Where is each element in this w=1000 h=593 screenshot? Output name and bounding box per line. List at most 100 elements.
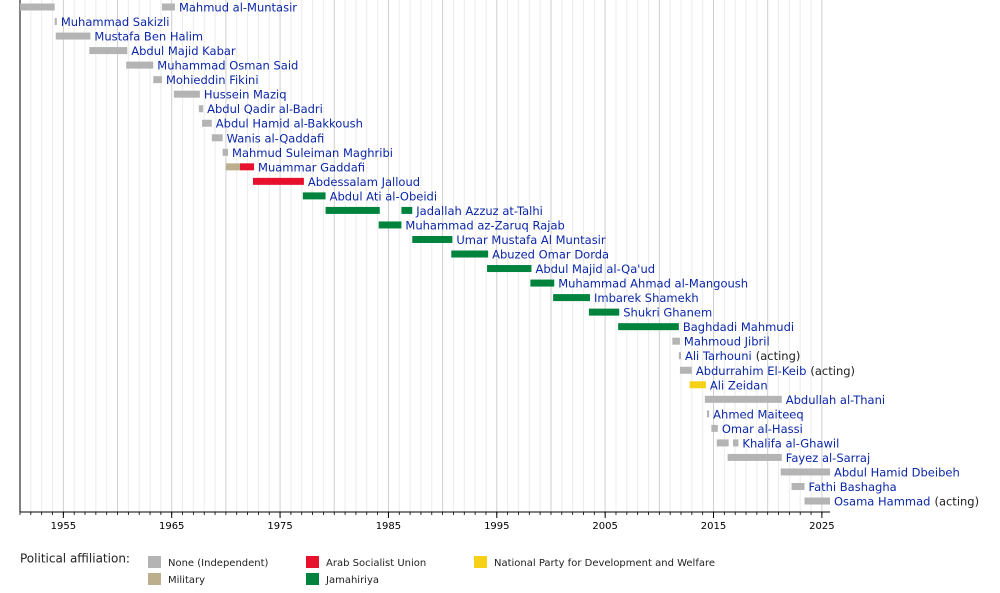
term-bar — [618, 323, 679, 331]
row-label: Muhammad Ahmad al-Mangoush — [558, 276, 748, 290]
term-bar — [20, 3, 55, 11]
legend-swatch — [148, 573, 161, 585]
pm-name: Abdurrahim El-Keib — [696, 363, 807, 377]
term-bar — [54, 18, 57, 26]
term-bar — [727, 453, 782, 461]
row-label: Jadallah Azzuz at-Talhi — [415, 203, 543, 217]
row-label: Hussein Maziq — [204, 87, 287, 101]
term-bar — [211, 134, 223, 142]
row-label: Muhammad Osman Said — [157, 58, 298, 72]
term-bar — [672, 337, 680, 345]
term-bar — [716, 439, 729, 447]
term-bar — [126, 61, 154, 69]
row-label: Abdul Ati al-Obeidi — [330, 189, 437, 203]
row-label: Abdul Hamid Dbeibeh — [834, 465, 960, 479]
term-bar — [780, 468, 830, 476]
x-tick-label: 2015 — [701, 521, 726, 532]
pm-name: Khalifa al-Ghawil — [742, 436, 839, 450]
row-label: Ali Zeidan — [710, 378, 768, 392]
pm-name: Imbarek Shamekh — [594, 291, 699, 305]
legend-swatch — [474, 556, 487, 568]
pm-name: Abdul Qadir al-Badri — [207, 102, 323, 116]
term-bar — [487, 265, 532, 273]
pm-name: Shukri Ghanem — [623, 305, 712, 319]
pm-name: Abdul Majid al-Qa'ud — [535, 262, 655, 276]
pm-name: Mahmud al-Muntasir — [179, 0, 297, 14]
term-bar — [588, 308, 620, 316]
x-tick-label: 1995 — [484, 521, 509, 532]
term-bar — [225, 163, 240, 171]
term-bar — [689, 381, 706, 389]
row-label: Omar al-Hassi — [722, 421, 803, 435]
row-label: Mahmud Suleiman Maghribi — [232, 145, 393, 159]
row-label: Umar Mustafa Al Muntasir — [456, 232, 606, 246]
row-label: Baghdadi Mahmudi — [683, 320, 794, 334]
row-label: Shukri Ghanem — [623, 305, 712, 319]
row-label: Abdullah al-Thani — [786, 392, 885, 406]
pm-note: (acting) — [934, 494, 979, 508]
pm-name: Osama Hammad — [834, 494, 930, 508]
row-label: Wanis al-Qaddafi — [227, 131, 325, 145]
legend-label: Jamahiriya — [325, 575, 379, 586]
row-label: Fayez al-Sarraj — [786, 450, 870, 464]
row-label: Ahmed Maiteeq — [713, 407, 804, 421]
legend-swatch — [306, 573, 319, 585]
term-bar — [55, 32, 91, 40]
term-bar — [679, 366, 692, 374]
pm-note: (acting) — [810, 363, 855, 377]
pm-name: Mohieddin Fikini — [166, 73, 259, 87]
row-label: Ali Tarhouni (acting) — [685, 349, 800, 363]
legend-swatch — [306, 556, 319, 568]
term-bar — [791, 482, 805, 490]
term-bar — [530, 279, 555, 287]
term-bar — [378, 221, 402, 229]
pm-name: Ali Tarhouni — [685, 349, 752, 363]
row-label: Abdessalam Jalloud — [308, 174, 420, 188]
legend-label: National Party for Development and Welfa… — [494, 558, 715, 569]
row-label: Abdul Qadir al-Badri — [207, 102, 323, 116]
x-tick-label: 1985 — [376, 521, 401, 532]
row-label: Muhammad az-Zaruq Rajab — [405, 218, 564, 232]
row-label: Abdul Hamid al-Bakkoush — [216, 116, 363, 130]
term-bar — [553, 294, 590, 302]
legend-label: Military — [168, 575, 205, 586]
pm-name: Abdul Hamid Dbeibeh — [834, 465, 960, 479]
pm-name: Abdullah al-Thani — [786, 392, 885, 406]
term-bar — [173, 90, 200, 98]
pm-name: Ahmed Maiteeq — [713, 407, 804, 421]
term-bar — [804, 497, 830, 505]
term-bar — [89, 47, 128, 55]
legend-swatch — [148, 556, 161, 568]
x-tick-label: 1955 — [51, 521, 76, 532]
row-label: Imbarek Shamekh — [594, 291, 699, 305]
row-label: Mahmoud Jibril — [684, 334, 770, 348]
term-bar — [711, 424, 718, 432]
legend-label: Arab Socialist Union — [326, 558, 426, 569]
x-tick-label: 1965 — [159, 521, 184, 532]
term-bar — [451, 250, 489, 258]
pm-name: Omar al-Hassi — [722, 421, 803, 435]
pm-name: Umar Mustafa Al Muntasir — [456, 232, 606, 246]
legend-label: None (Independent) — [168, 558, 269, 569]
legend-title: Political affiliation: — [20, 552, 130, 566]
pm-name: Abdul Hamid al-Bakkoush — [216, 116, 363, 130]
pm-name: Fayez al-Sarraj — [786, 450, 870, 464]
term-bar — [707, 410, 710, 418]
term-bar — [412, 235, 453, 243]
x-tick-label: 2005 — [592, 521, 617, 532]
term-bar — [239, 163, 255, 171]
pm-name: Muhammad Sakizli — [61, 15, 170, 29]
term-bar — [198, 105, 204, 113]
pm-name: Abdul Majid Kabar — [131, 44, 236, 58]
pm-name: Muhammad Osman Said — [157, 58, 298, 72]
row-label: Osama Hammad (acting) — [834, 494, 979, 508]
pm-name: Muammar Gaddafi — [258, 160, 365, 174]
term-bar — [401, 206, 413, 214]
pm-name: Abdul Ati al-Obeidi — [330, 189, 437, 203]
row-label: Mohieddin Fikini — [166, 73, 259, 87]
pm-name: Wanis al-Qaddafi — [227, 131, 325, 145]
pm-name: Muhammad az-Zaruq Rajab — [405, 218, 564, 232]
row-label: Mahmud al-Muntasir — [179, 0, 297, 14]
term-bar — [252, 177, 304, 185]
